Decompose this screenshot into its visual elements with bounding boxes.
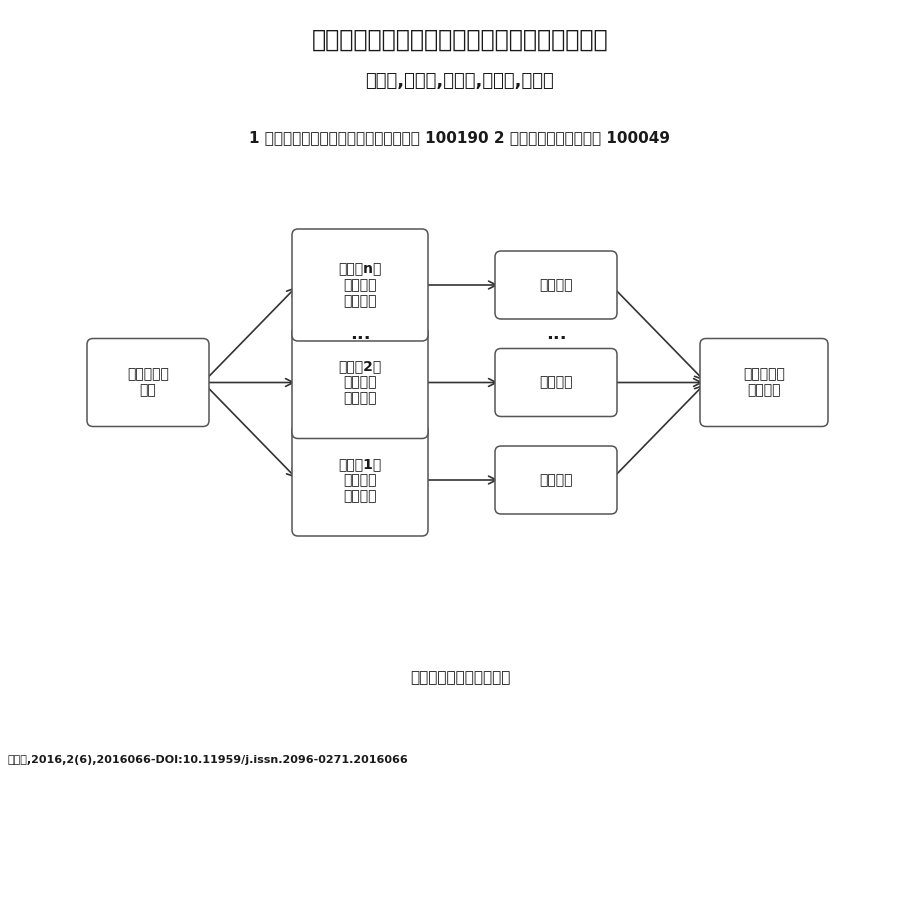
- FancyBboxPatch shape: [494, 251, 617, 319]
- Text: 大数据,2016,2(6),2016066-DOI:10.11959/j.issn.2096-0271.2016066: 大数据,2016,2(6),2016066-DOI:10.11959/j.iss…: [8, 755, 408, 765]
- Text: 基于众包的数据处理框架: 基于众包的数据处理框架: [409, 670, 510, 685]
- Text: 赵江华,王学志,林青慧,黎建辉,周园春: 赵江华,王学志,林青慧,黎建辉,周园春: [365, 72, 554, 90]
- FancyBboxPatch shape: [87, 339, 209, 426]
- FancyBboxPatch shape: [699, 339, 827, 426]
- Text: ...: ...: [349, 325, 370, 343]
- Text: 众包模式在大规模遥感影像信息提取领域的探索: 众包模式在大规模遥感影像信息提取领域的探索: [312, 28, 607, 52]
- Text: 质量评价: 质量评价: [539, 278, 573, 292]
- Text: 子任务n的
遥感影像
信息提取: 子任务n的 遥感影像 信息提取: [338, 262, 381, 308]
- Text: 质量评价: 质量评价: [539, 473, 573, 487]
- Text: 子任务2的
遥感影像
信息提取: 子任务2的 遥感影像 信息提取: [338, 360, 381, 405]
- FancyBboxPatch shape: [291, 326, 427, 439]
- FancyBboxPatch shape: [494, 446, 617, 514]
- Text: ...: ...: [545, 325, 566, 343]
- FancyBboxPatch shape: [291, 229, 427, 341]
- Text: 1 中国科学院计算机网络信息中心，北京 100190 2 中国科学院大学，北京 100049: 1 中国科学院计算机网络信息中心，北京 100190 2 中国科学院大学，北京 …: [249, 130, 670, 145]
- Text: 结果集成与
报酬发放: 结果集成与 报酬发放: [743, 368, 784, 397]
- Text: 子任务1的
遥感影像
信息提取: 子任务1的 遥感影像 信息提取: [338, 457, 381, 503]
- Text: 任务设计与
分配: 任务设计与 分配: [127, 368, 169, 397]
- FancyBboxPatch shape: [494, 349, 617, 416]
- Text: 质量评价: 质量评价: [539, 376, 573, 389]
- FancyBboxPatch shape: [291, 424, 427, 536]
